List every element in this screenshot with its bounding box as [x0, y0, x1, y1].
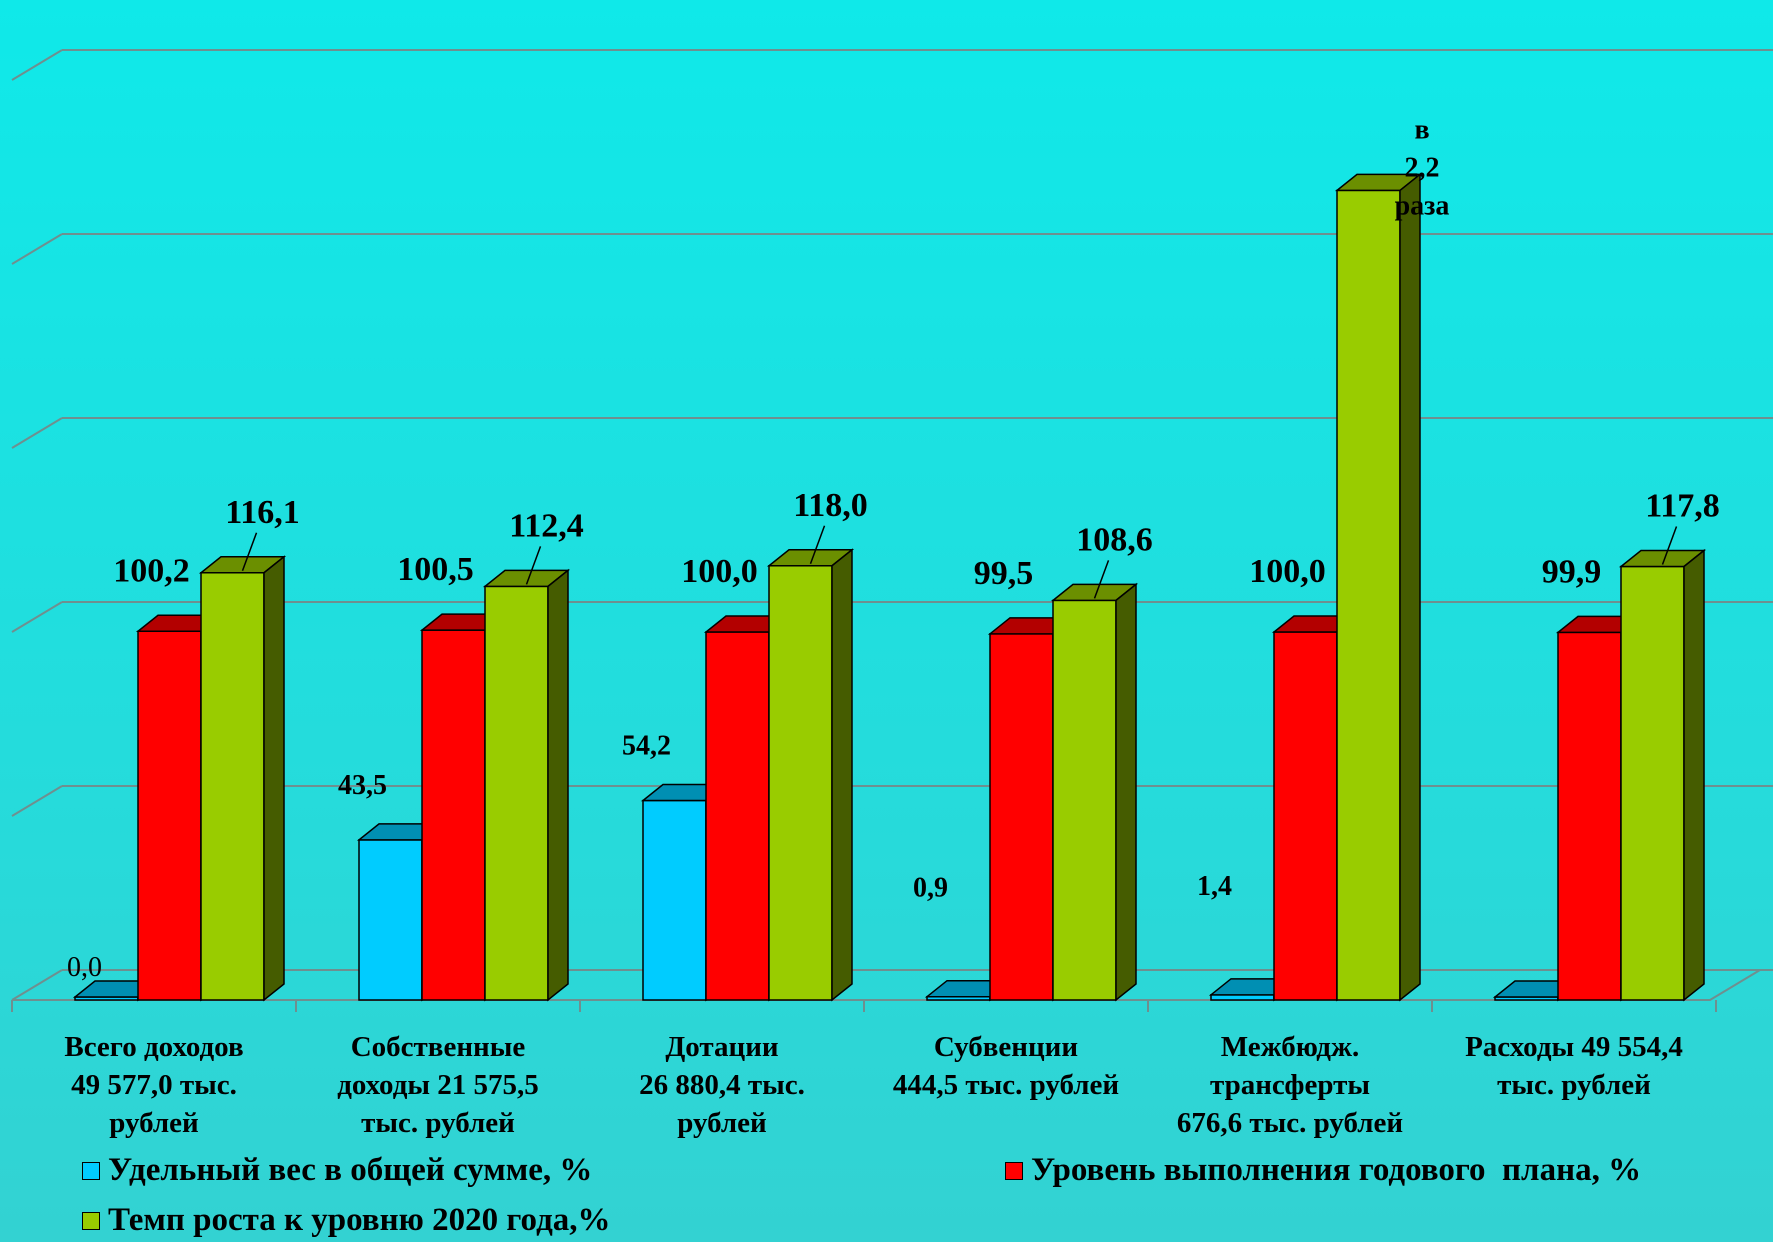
bar	[642, 799, 707, 1001]
bar-side	[547, 568, 569, 1002]
bar	[200, 572, 265, 1001]
bar	[358, 839, 423, 1001]
data-label: 112,4	[509, 507, 584, 544]
data-label: 100,2	[113, 552, 190, 589]
bar	[137, 630, 202, 1001]
gridline-side	[11, 785, 63, 817]
category-label: Расходы 49 554,4	[1465, 1031, 1683, 1063]
bar	[1557, 631, 1622, 1001]
category-label: 49 577,0 тыс.	[71, 1069, 237, 1101]
gridline-side	[11, 601, 63, 633]
category-label: тыс. рублей	[361, 1107, 515, 1139]
bar	[1620, 565, 1685, 1001]
legend-label-growth: Темп роста к уровню 2020 года,%	[108, 1202, 611, 1238]
gridline-side	[11, 233, 63, 265]
data-label: 0,9	[913, 873, 948, 904]
data-label: 108,6	[1076, 521, 1153, 558]
category-label: 26 880,4 тыс.	[639, 1069, 805, 1101]
label-leader	[525, 546, 542, 585]
data-label: 54,2	[622, 731, 671, 762]
category-label: рублей	[109, 1107, 199, 1139]
label-leader	[809, 525, 826, 565]
data-label: 1,4	[1197, 871, 1232, 902]
bar	[1336, 189, 1401, 1001]
data-label: 100,5	[397, 551, 474, 588]
data-label: 116,1	[225, 494, 300, 531]
bar	[768, 565, 833, 1001]
category-label: 676,6 тыс. рублей	[1177, 1107, 1403, 1139]
special-label: в	[1414, 114, 1429, 145]
legend-swatch-share	[82, 1161, 100, 1180]
label-leader	[1093, 560, 1110, 599]
legend-item-share: Удельный вес в общей сумме, %	[82, 1152, 592, 1189]
label-leader	[1661, 526, 1678, 565]
category-label: 444,5 тыс. рублей	[893, 1069, 1119, 1101]
bar	[421, 629, 486, 1001]
legend-swatch-growth	[82, 1211, 100, 1230]
bar	[1052, 599, 1117, 1001]
data-label: 117,8	[1645, 487, 1720, 524]
category-label: Собственные	[351, 1031, 526, 1063]
data-label: 43,5	[338, 770, 387, 801]
bar-side	[1683, 548, 1705, 1002]
legend-item-growth: Темп роста к уровню 2020 года,%	[82, 1202, 611, 1239]
data-label: 0,0	[67, 952, 102, 983]
bar-side	[1399, 172, 1421, 1002]
data-label: 100,0	[1249, 553, 1326, 590]
category-label: Межбюдж.	[1221, 1031, 1359, 1063]
bar	[705, 631, 770, 1001]
legend-label-share: Удельный вес в общей сумме, %	[108, 1152, 593, 1188]
data-label: 118,0	[793, 487, 868, 524]
legend-label-plan: Уровень выполнения годового плана, %	[1031, 1152, 1642, 1188]
data-label: 99,9	[1542, 553, 1602, 590]
label-leader	[241, 532, 258, 572]
category-label: рублей	[677, 1107, 767, 1139]
floor-edge	[12, 969, 1761, 1001]
bar	[484, 585, 549, 1001]
gridline-side	[11, 49, 63, 81]
category-label: трансферты	[1210, 1069, 1370, 1101]
category-label: Всего доходов	[64, 1031, 243, 1063]
category-label: тыс. рублей	[1497, 1069, 1651, 1101]
bar-side	[831, 548, 853, 1002]
gridline-side	[11, 969, 63, 1001]
category-label: Субвенции	[934, 1031, 1078, 1063]
bar-side	[1115, 582, 1137, 1002]
bar	[1210, 994, 1275, 1001]
gridline-side	[11, 417, 63, 449]
bar	[989, 633, 1054, 1001]
data-label: 99,5	[974, 555, 1034, 592]
legend-swatch-plan	[1005, 1161, 1023, 1180]
special-label: раза	[1395, 190, 1450, 221]
bar	[1273, 631, 1338, 1001]
special-label: 2,2	[1405, 152, 1440, 183]
category-label: Дотации	[665, 1031, 778, 1063]
bar-side	[263, 555, 285, 1002]
category-label: доходы 21 575,5	[337, 1069, 539, 1101]
data-label: 100,0	[681, 553, 758, 590]
legend-item-plan: Уровень выполнения годового плана, %	[1005, 1152, 1641, 1189]
